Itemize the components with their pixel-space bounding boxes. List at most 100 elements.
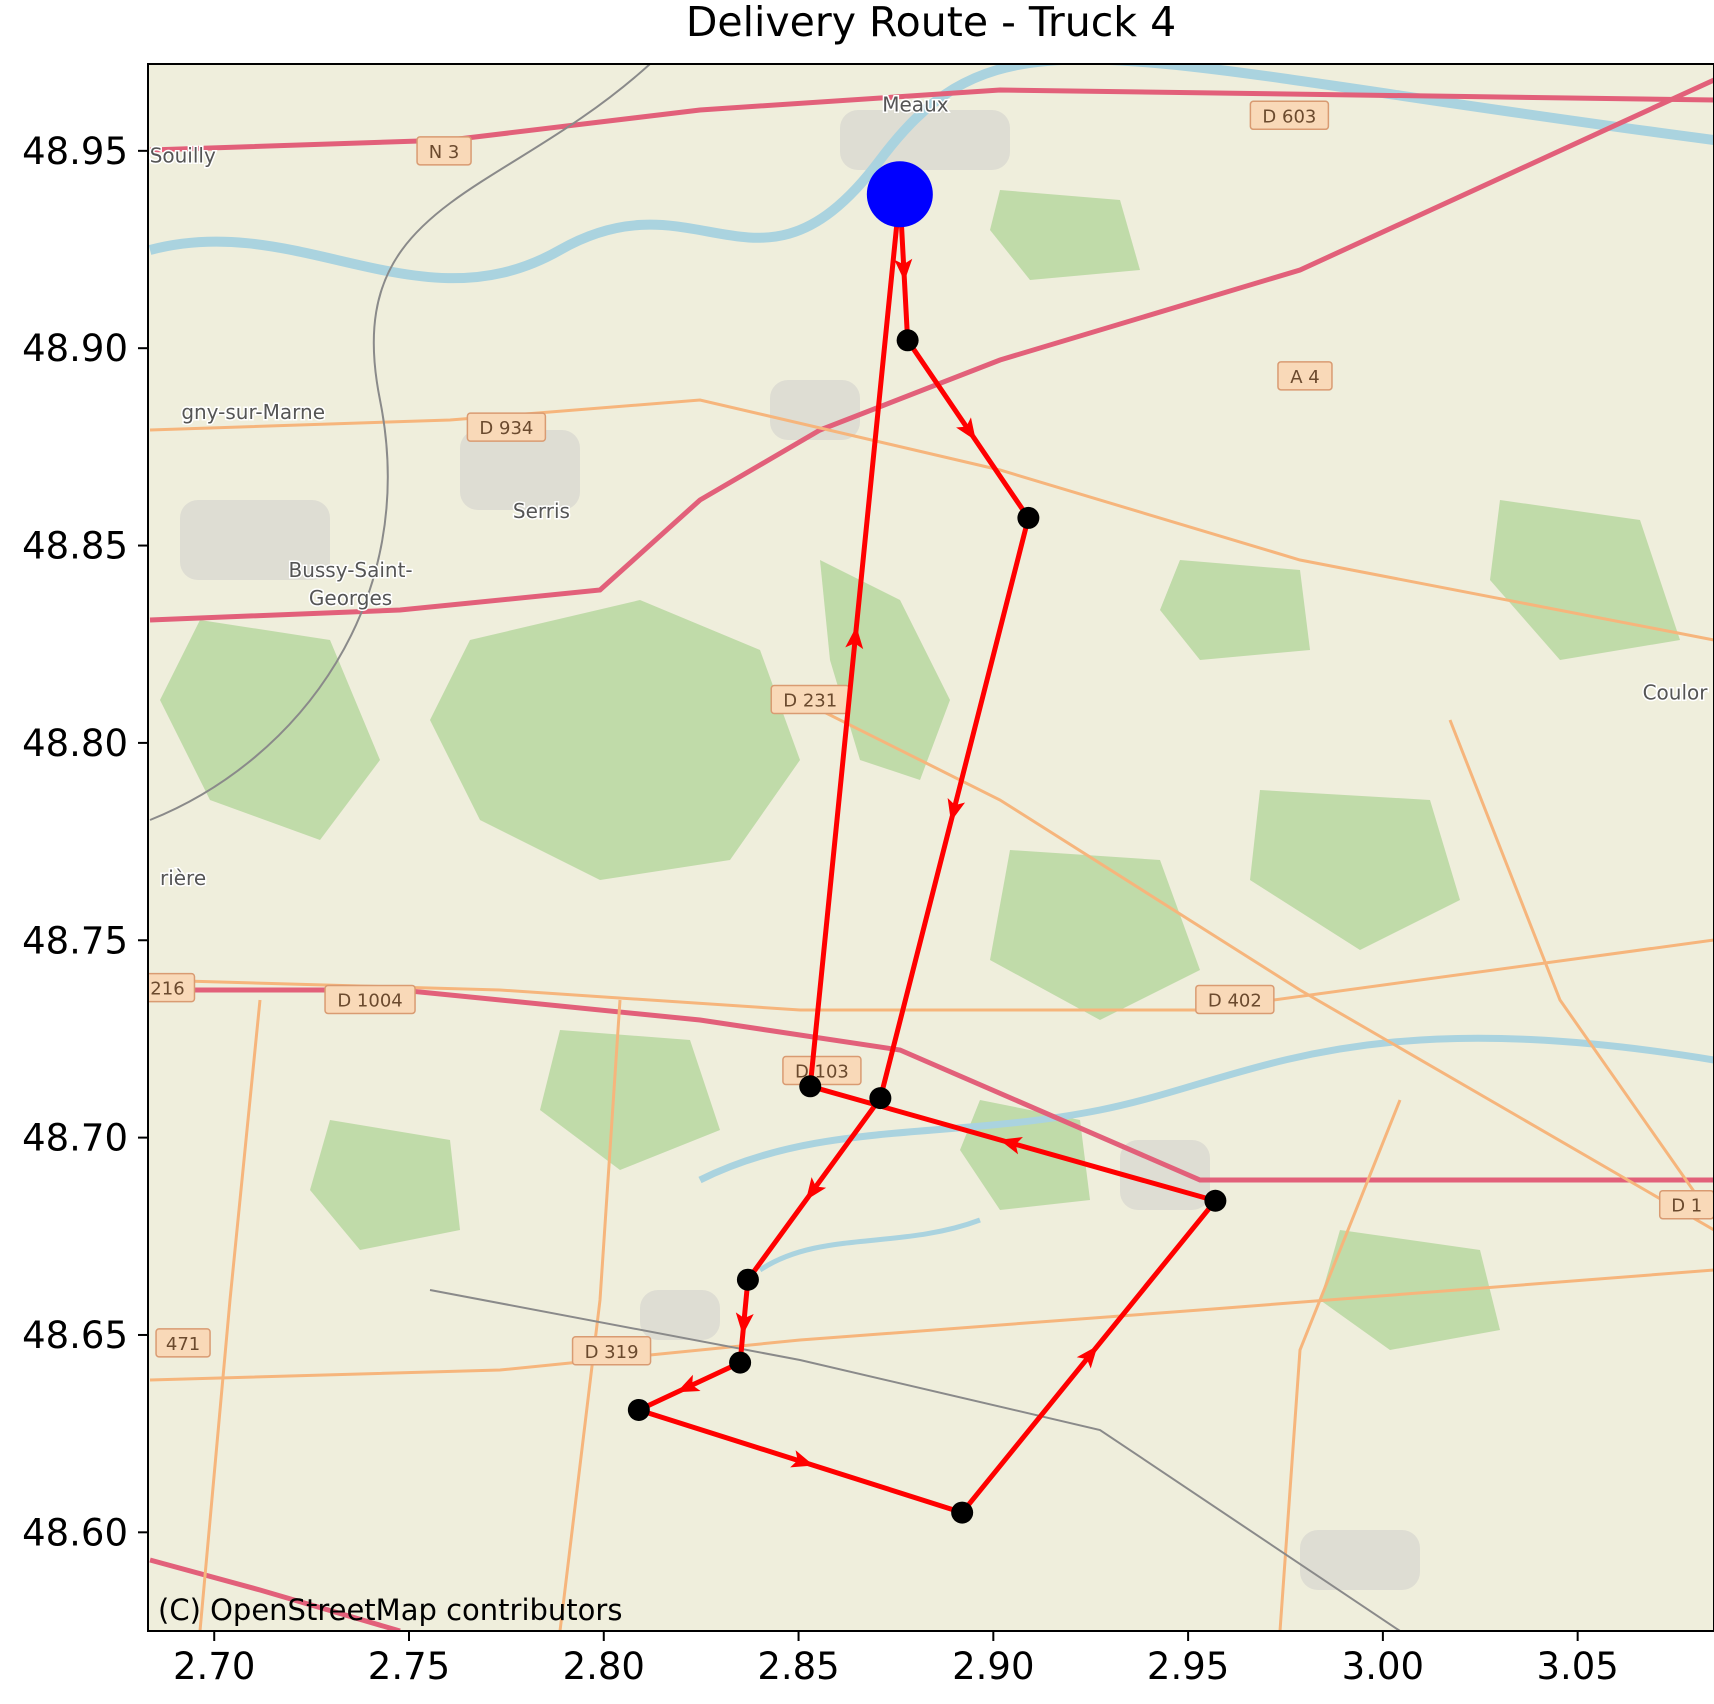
plot-frame bbox=[147, 63, 1714, 1632]
road-label: A 4 bbox=[1290, 367, 1320, 388]
y-tick-label: 48.80 bbox=[22, 722, 128, 765]
route-layer bbox=[627, 161, 1227, 1524]
place-label: rière bbox=[160, 866, 206, 890]
road-shield: 216 bbox=[148, 972, 196, 1003]
river-marne bbox=[148, 64, 1714, 284]
primary-road bbox=[799, 698, 1714, 1232]
delivery-stop bbox=[736, 1268, 759, 1291]
y-tick-label: 48.95 bbox=[22, 130, 128, 173]
primary-road bbox=[1448, 719, 1702, 1201]
motorway bbox=[149, 1557, 401, 1631]
x-tick-label: 2.95 bbox=[1147, 1645, 1229, 1688]
road-shield-box bbox=[1195, 984, 1275, 1015]
motorway bbox=[149, 87, 1714, 153]
road-shield-box bbox=[1277, 361, 1333, 391]
place-label: Bussy-Saint- bbox=[288, 558, 412, 582]
road-shield: D 319 bbox=[571, 1336, 652, 1366]
road-shield: D 603 bbox=[1249, 100, 1330, 131]
urban-area bbox=[1300, 1530, 1420, 1590]
route-direction-arrow bbox=[894, 258, 913, 282]
place-label: Coulor bbox=[1643, 680, 1709, 704]
road-label: D 319 bbox=[585, 1342, 639, 1363]
road-shield-box bbox=[155, 1328, 211, 1358]
road-label: D 402 bbox=[1208, 990, 1262, 1011]
forest-area bbox=[990, 190, 1140, 280]
route-direction-arrow bbox=[845, 626, 864, 650]
primary-road bbox=[1278, 1099, 1402, 1631]
y-tick-label: 48.60 bbox=[22, 1511, 128, 1554]
road-shield-box bbox=[782, 1055, 862, 1086]
y-tick-label: 48.85 bbox=[22, 525, 128, 568]
road-shield: D 1004 bbox=[324, 984, 416, 1015]
depot-marker bbox=[866, 161, 933, 228]
place-label: Meaux bbox=[882, 92, 948, 116]
route-direction-arrow bbox=[999, 1137, 1023, 1155]
place-label: Serris bbox=[513, 499, 570, 523]
route-direction-arrow bbox=[676, 1374, 701, 1393]
x-axis: 2.70 2.75 2.80 2.85 2.90 2.95 3.00 3.05 bbox=[173, 1631, 1619, 1688]
forest-area bbox=[1250, 790, 1460, 950]
road-shield-box bbox=[416, 136, 472, 166]
urban-area bbox=[840, 110, 1010, 170]
road-shield: N 3 bbox=[416, 136, 472, 166]
road-label: D 231 bbox=[783, 690, 837, 711]
road-shield: 471 bbox=[155, 1328, 211, 1358]
primary-road bbox=[198, 999, 262, 1631]
map-background bbox=[148, 64, 1714, 1631]
y-tick-label: 48.65 bbox=[22, 1314, 128, 1357]
place-label: gny-sur-Marne bbox=[181, 400, 325, 424]
road-shield-box bbox=[324, 984, 416, 1015]
x-tick-label: 2.80 bbox=[563, 1645, 645, 1688]
delivery-stop bbox=[729, 1351, 752, 1374]
road-shield: D 1 bbox=[1658, 1189, 1714, 1220]
x-tick-label: 3.05 bbox=[1536, 1645, 1618, 1688]
delivery-stop bbox=[1017, 506, 1040, 529]
river-grand-morin bbox=[698, 1034, 1714, 1184]
forest-area bbox=[160, 620, 380, 840]
railway bbox=[149, 64, 651, 821]
urban-area bbox=[640, 1290, 720, 1340]
road-label: D 934 bbox=[479, 418, 533, 439]
delivery-stop bbox=[896, 329, 919, 352]
route-direction-arrow bbox=[735, 1312, 754, 1336]
delivery-stop bbox=[951, 1501, 974, 1524]
delivery-stop bbox=[627, 1398, 650, 1421]
x-tick-label: 2.90 bbox=[952, 1645, 1034, 1688]
map-attribution: (C) OpenStreetMap contributors bbox=[158, 1593, 622, 1627]
primary-road bbox=[558, 999, 622, 1631]
forest-area bbox=[540, 1030, 720, 1170]
delivery-stop bbox=[799, 1075, 822, 1098]
road-shield: D 402 bbox=[1195, 984, 1275, 1015]
basemap: Meaux -Souilly gny-sur-Marne Serris Bussy-Sa… bbox=[148, 64, 1714, 1631]
forest-area bbox=[1490, 500, 1680, 660]
road-shield: D 103 bbox=[782, 1055, 862, 1086]
primary-road bbox=[149, 1268, 1714, 1382]
railway bbox=[429, 1289, 1401, 1631]
chart-title: Delivery Route - Truck 4 bbox=[686, 0, 1176, 46]
forest-area bbox=[430, 600, 800, 880]
river-petit-morin bbox=[758, 1217, 981, 1273]
y-axis: 48.95 48.90 48.85 48.80 48.75 48.70 48.65 48.60 bbox=[22, 130, 148, 1554]
road-label: D 1 bbox=[1671, 1196, 1702, 1217]
y-tick-label: 48.75 bbox=[22, 919, 128, 962]
route-direction-arrow bbox=[956, 417, 976, 441]
road-label: 471 bbox=[166, 1334, 200, 1355]
forest-area bbox=[1160, 560, 1310, 660]
road-shield-box bbox=[466, 412, 547, 442]
forest-area bbox=[310, 1120, 460, 1250]
urban-area bbox=[460, 430, 580, 510]
road-shield: D 934 bbox=[466, 412, 547, 442]
route-direction-arrow bbox=[947, 798, 966, 822]
urban-area bbox=[180, 500, 330, 580]
delivery-stop bbox=[869, 1087, 892, 1110]
route-direction-arrow bbox=[790, 1450, 814, 1468]
x-tick-label: 2.70 bbox=[173, 1645, 255, 1688]
x-tick-label: 3.00 bbox=[1342, 1645, 1424, 1688]
y-tick-label: 48.70 bbox=[22, 1117, 128, 1160]
x-tick-label: 2.85 bbox=[757, 1645, 839, 1688]
road-label: D 603 bbox=[1262, 106, 1316, 127]
road-label: 216 bbox=[150, 979, 184, 1000]
primary-road bbox=[149, 398, 1714, 642]
